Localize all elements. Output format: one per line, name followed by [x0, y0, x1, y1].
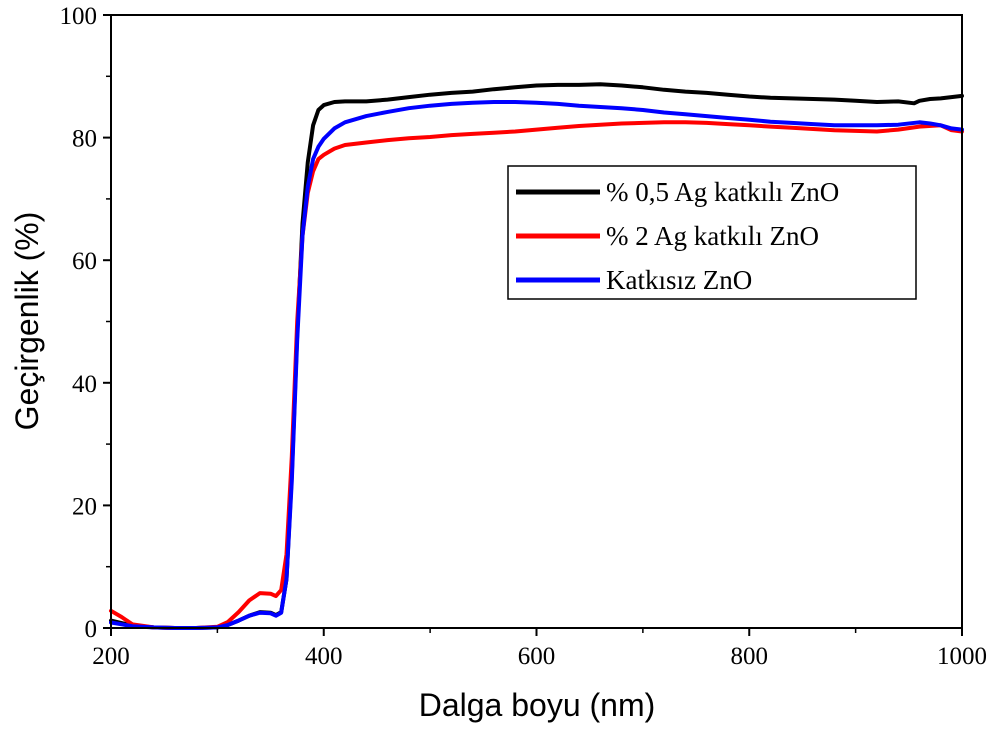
- x-tick-label-200: 200: [92, 643, 130, 670]
- y-tick-label-0: 0: [85, 616, 98, 643]
- y-tick-label-60: 60: [72, 248, 97, 275]
- series-layer: [109, 82, 964, 630]
- tick-label-layer: 200 400 600 800 1000 0 20 40 60 80 100: [60, 3, 988, 670]
- legend-box: [507, 165, 917, 300]
- series-line-1: [109, 120, 964, 630]
- x-tick-label-800: 800: [731, 643, 769, 670]
- legend: % 0,5 Ag katkılı ZnO % 2 Ag katkılı ZnO …: [507, 165, 917, 300]
- series-line-2: [109, 100, 964, 630]
- y-tick-label-80: 80: [72, 126, 97, 153]
- legend-label-2: Katkısız ZnO: [606, 265, 752, 295]
- y-axis-title: Geçirgenlik (%): [9, 212, 45, 431]
- x-tick-label-600: 600: [518, 643, 556, 670]
- x-axis-title: Dalga boyu (nm): [419, 687, 656, 723]
- legend-label-0: % 0,5 Ag katkılı ZnO: [606, 177, 839, 207]
- x-tick-label-400: 400: [305, 643, 343, 670]
- y-tick-label-100: 100: [60, 3, 98, 30]
- legend-label-1: % 2 Ag katkılı ZnO: [606, 221, 819, 251]
- tick-layer: [103, 14, 963, 636]
- x-tick-label-1000: 1000: [937, 643, 987, 670]
- y-tick-label-40: 40: [72, 371, 97, 398]
- plot-background: [111, 15, 962, 628]
- y-tick-label-20: 20: [72, 493, 97, 520]
